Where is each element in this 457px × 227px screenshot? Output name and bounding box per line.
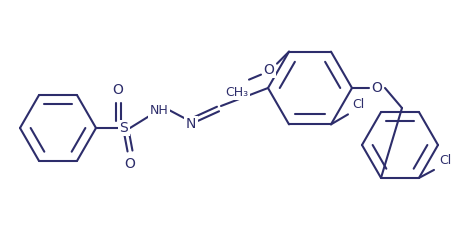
Text: Cl: Cl	[439, 154, 451, 167]
Text: Cl: Cl	[352, 98, 364, 111]
Text: CH₃: CH₃	[225, 86, 249, 99]
Text: O: O	[372, 81, 383, 95]
Text: N: N	[186, 117, 196, 131]
Text: NH: NH	[149, 104, 168, 116]
Text: O: O	[112, 83, 123, 97]
Text: O: O	[264, 63, 275, 77]
Text: S: S	[120, 121, 128, 135]
Text: O: O	[125, 157, 135, 171]
